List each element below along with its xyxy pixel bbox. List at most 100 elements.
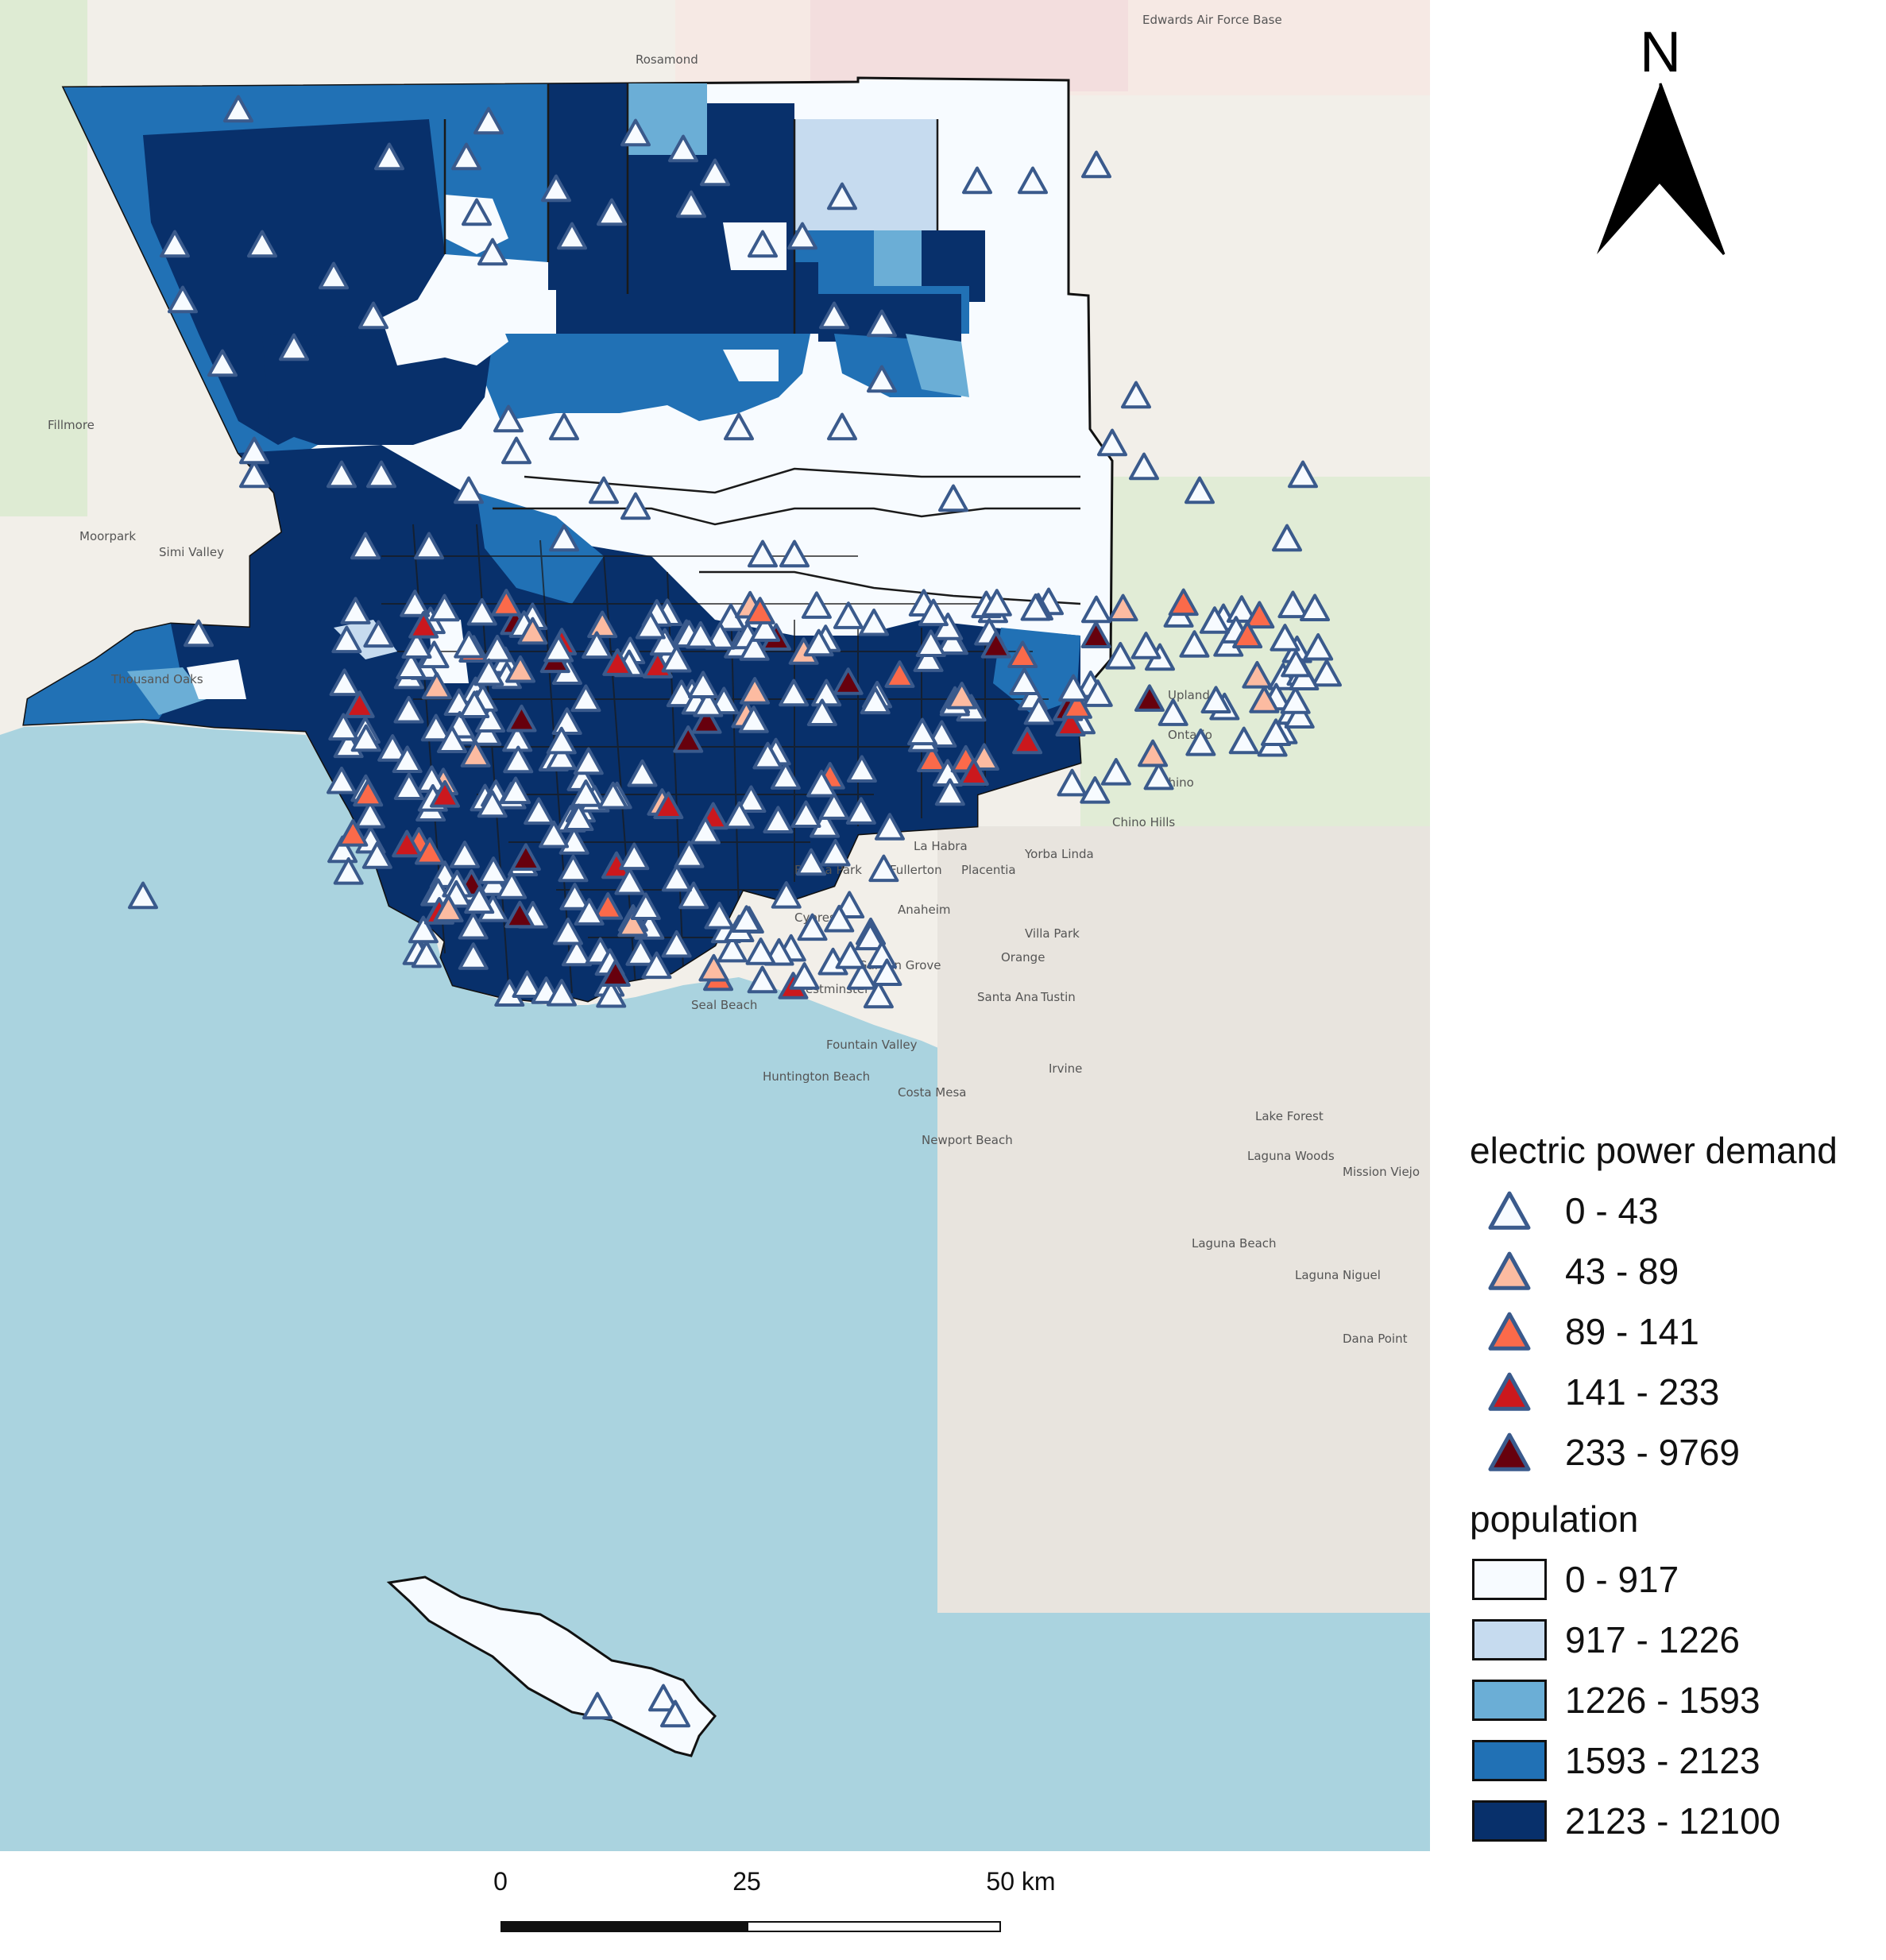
scale-tick-25: 25 <box>732 1867 761 1896</box>
demand-marker <box>239 460 269 489</box>
triangle-icon <box>1470 1307 1549 1356</box>
demand-marker <box>698 953 729 982</box>
demand-marker <box>835 941 866 969</box>
demand-marker <box>934 778 965 806</box>
demand-marker <box>505 655 536 683</box>
demand-marker <box>1012 726 1043 755</box>
demand-marker <box>1020 593 1051 621</box>
legend-demand-label: 89 - 141 <box>1565 1311 1699 1352</box>
demand-marker <box>451 142 481 171</box>
demand-marker <box>570 779 601 807</box>
demand-marker <box>279 333 309 361</box>
demand-marker <box>1023 697 1054 725</box>
demand-marker <box>353 779 384 807</box>
label-laguna-beach: Laguna Beach <box>1192 1236 1277 1251</box>
demand-marker <box>497 872 528 899</box>
demand-marker <box>160 230 190 258</box>
demand-marker <box>462 198 492 226</box>
demand-marker <box>478 856 509 884</box>
demand-marker <box>690 817 721 845</box>
demand-marker <box>1130 632 1161 659</box>
demand-marker <box>559 883 590 910</box>
legend-population-label: 917 - 1226 <box>1565 1619 1740 1660</box>
demand-marker <box>700 158 730 187</box>
demand-marker <box>1228 726 1259 755</box>
demand-marker <box>653 791 684 819</box>
demand-marker <box>736 785 767 814</box>
demand-marker <box>1232 620 1263 649</box>
demand-marker <box>392 829 423 858</box>
demand-marker <box>1007 640 1038 669</box>
triangle-icon <box>1470 1428 1549 1477</box>
demand-marker <box>641 951 672 980</box>
demand-marker <box>827 182 857 211</box>
label-huntington-beach: Huntington Beach <box>763 1069 870 1084</box>
demand-marker <box>477 238 508 266</box>
map-canvas[interactable]: Edwards Air Force Base Rosamond Simi Val… <box>0 0 1430 1851</box>
demand-marker <box>524 797 555 825</box>
label-anaheim: Anaheim <box>898 903 950 917</box>
demand-marker <box>693 689 724 717</box>
demand-marker <box>731 905 762 933</box>
demand-marker <box>938 484 968 512</box>
demand-marker <box>685 620 716 649</box>
demand-marker <box>1226 595 1257 623</box>
demand-marker <box>771 881 802 909</box>
label-costa-mesa: Costa Mesa <box>898 1085 966 1100</box>
west-park-area <box>0 0 87 516</box>
demand-marker <box>396 651 427 679</box>
demand-marker <box>551 707 582 735</box>
demand-marker <box>517 617 548 645</box>
legend-demand-item: 141 - 233 <box>1470 1362 1883 1422</box>
label-irvine: Irvine <box>1049 1061 1082 1076</box>
demand-marker <box>789 962 820 990</box>
demand-marker <box>661 930 692 958</box>
demand-marker <box>649 628 680 656</box>
demand-marker <box>673 725 704 753</box>
demand-marker <box>868 854 899 883</box>
triangle-icon <box>1470 1247 1549 1296</box>
demand-marker <box>454 476 484 504</box>
demand-marker <box>1081 150 1111 179</box>
demand-marker <box>350 724 381 752</box>
scale-bar: 0 25 50 km <box>461 1867 1056 1946</box>
demand-marker <box>563 803 594 832</box>
label-chino-hills: Chino Hills <box>1112 815 1175 829</box>
population-color-swatch <box>1472 1559 1547 1600</box>
demand-marker <box>933 613 964 640</box>
scale-tick-0: 0 <box>493 1867 508 1896</box>
label-dana-point: Dana Point <box>1343 1332 1408 1346</box>
demand-marker <box>833 601 864 629</box>
demand-marker <box>501 436 531 465</box>
demand-marker <box>363 620 394 648</box>
demand-marker <box>704 902 735 930</box>
demand-marker <box>763 806 794 833</box>
demand-marker <box>745 937 776 965</box>
demand-marker <box>1129 452 1159 481</box>
demand-marker <box>408 915 439 944</box>
demand-marker <box>860 686 891 715</box>
legend-demand-label: 141 - 233 <box>1565 1371 1720 1413</box>
demand-marker <box>790 800 821 829</box>
demand-marker <box>678 881 709 910</box>
air-force-base-area <box>810 0 1128 91</box>
demand-marker <box>980 630 1011 659</box>
demand-marker <box>619 842 650 871</box>
demand-marker <box>1288 460 1318 489</box>
legend-population-label: 0 - 917 <box>1565 1559 1679 1600</box>
label-thousand-oaks: Thousand Oaks <box>110 672 203 686</box>
demand-marker <box>582 631 613 659</box>
demand-marker <box>863 980 894 1009</box>
demand-marker <box>589 476 619 504</box>
legend-population-title: population <box>1470 1498 1639 1540</box>
demand-marker <box>748 230 778 258</box>
demand-marker <box>504 900 535 929</box>
label-santa-ana: Santa Ana <box>977 990 1038 1004</box>
legend-population-label: 2123 - 12100 <box>1565 1800 1781 1842</box>
demand-marker <box>1138 739 1169 767</box>
triangle-icon <box>1470 1367 1549 1417</box>
demand-marker <box>1121 381 1151 409</box>
population-color-swatch <box>1472 1619 1547 1660</box>
demand-marker <box>661 644 692 673</box>
demand-marker <box>806 769 837 798</box>
